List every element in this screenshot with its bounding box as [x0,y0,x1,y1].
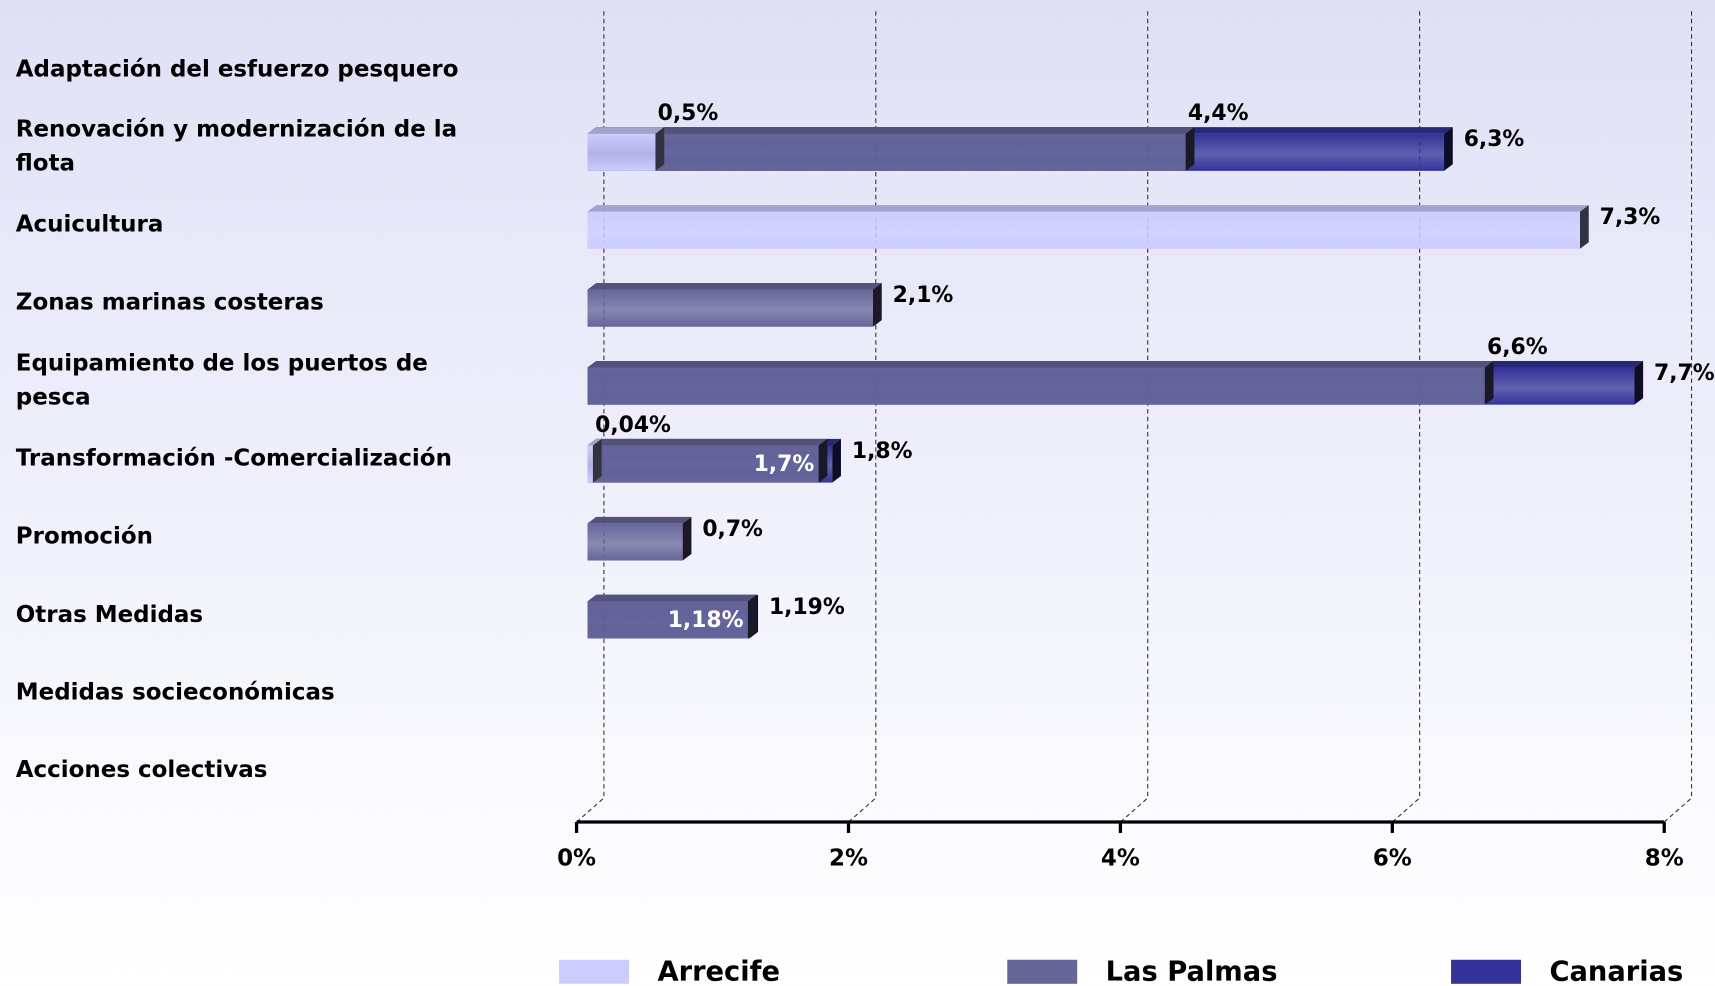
bar-top [587,205,1589,212]
bar-top [587,127,1195,134]
value-label: 1,19% [769,595,845,620]
bar-top [587,438,602,446]
category-label-box: Transformación -Comercialización [15,444,452,472]
grid-line [1120,10,1149,823]
category-label-box: Zonas marinas costeras [15,289,324,316]
value-label: 7,7% [1654,361,1715,386]
bar-side [1634,360,1644,405]
bar [587,133,1186,171]
category-label: Equipamiento de los puertos de pesca [15,350,428,411]
legend-swatch [1007,959,1078,984]
bar [587,289,874,327]
value-label: 1,7% [754,452,815,477]
legend-swatch [559,959,630,984]
grid-line [576,10,605,823]
value-label: 2,1% [893,283,954,308]
bar [587,445,593,483]
bar-side [832,438,841,483]
category-label-box: Adaptación del esfuerzo pesquero [15,55,459,82]
bar-top [587,516,692,524]
value-label: 6,6% [1487,335,1548,360]
bar-top [587,594,757,602]
category-label-box: Acuicultura [15,211,164,238]
bar [587,133,656,171]
grid-line [1391,10,1421,823]
value-label: 1,8% [852,439,913,464]
bar-top [587,360,1494,368]
bar-top [587,283,882,290]
x-tick-label: 0% [557,846,596,872]
x-tick-label: 2% [829,846,868,872]
category-label-box: Promoción [15,522,153,550]
x-tick-label: 4% [1101,846,1140,872]
bar [587,445,819,483]
grid-line [1663,10,1693,823]
bar-side [1185,127,1195,171]
category-label: Otras Medidas [15,600,204,628]
category-label-box: Renovación y modernización de la flota [15,116,458,177]
category-label-box: Equipamiento de los puertos de pesca [15,350,428,411]
value-label: 0,5% [658,101,719,126]
bar-side [1579,205,1589,249]
grid-line [848,10,877,823]
category-label: Renovación y modernización de la flota [15,116,458,177]
bar-side [873,283,882,327]
bar-top [587,127,665,134]
bar-side [747,594,757,639]
bar-side [1444,127,1453,171]
bar-side [655,127,665,171]
bar [587,211,1580,249]
bar [587,601,748,639]
category-label-box: Otras Medidas [15,600,204,628]
x-tick-label: 8% [1645,846,1684,872]
category-label: Zonas marinas costeras [15,289,324,316]
legend-label: Canarias [1549,956,1683,986]
value-label: 4,4% [1188,101,1249,126]
category-label-box: Acciones colectivas [15,756,268,783]
value-label: 7,3% [1600,205,1661,230]
category-label: Medidas socieconómicas [15,678,335,705]
legend-label: Arrecife [657,956,780,986]
category-label: Acuicultura [15,211,164,238]
category-label-box: Medidas socieconómicas [15,678,335,705]
bar-side [682,516,692,561]
bar-top [587,438,828,446]
bar-side [818,438,828,483]
bar-side [1484,360,1494,405]
bar [587,523,683,561]
x-tick-label: 6% [1373,846,1412,872]
bar [587,367,1485,405]
value-label: 0,04% [595,413,671,438]
value-label: 1,18% [668,608,744,633]
legend-swatch [1451,959,1522,984]
value-label: 0,7% [702,517,763,542]
category-label: Promoción [15,522,153,550]
bar-side [592,438,602,483]
category-label: Acciones colectivas [15,756,268,783]
legend-label: Las Palmas [1106,956,1278,986]
value-label: 6,3% [1464,127,1525,152]
category-label: Adaptación del esfuerzo pesquero [15,55,459,82]
category-label: Transformación -Comercialización [15,444,452,472]
